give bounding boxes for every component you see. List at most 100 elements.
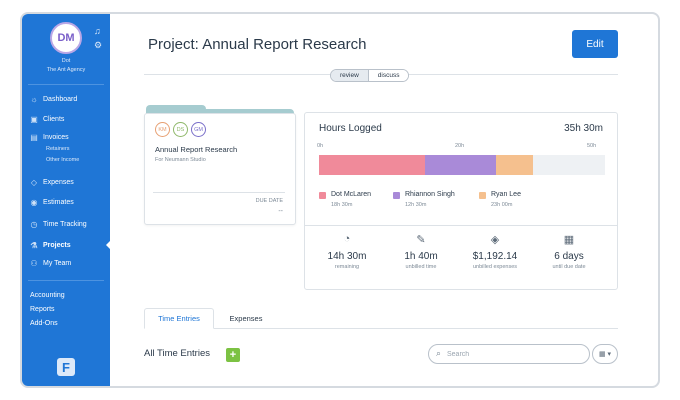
project-name: Annual Report Research [155,145,238,154]
hours-bar-segment [496,155,534,175]
user-org: The Ant Agency [46,67,86,73]
toggle-discuss[interactable]: discuss [367,70,409,81]
app-window: DM ♫ ⚙ Dot The Ant Agency ☼ Dashboard ▣ … [20,12,660,388]
search-box: ⌕ [428,344,590,364]
stat-value: 6 days [554,251,584,262]
team-avatar: KM [155,122,170,137]
tab-time-entries[interactable]: Time Entries [144,308,214,329]
sidebar-divider [28,280,104,281]
tabs-divider [144,328,618,329]
sidebar-item-label: Invoices [43,133,69,141]
hours-bar-track [319,155,605,175]
legend-swatch [479,192,486,199]
folder-tab [146,105,206,115]
stat-unbilled-expenses: ◈ $1,192.14 unbilled expenses [459,233,531,270]
sidebar-item-projects[interactable]: ⚗ Projects [28,238,108,252]
stat-unbilled-time: ✎ 1h 40m unbilled time [385,233,457,270]
section-title: All Time Entries [144,348,210,359]
team-icon: ⚇ [30,258,38,268]
legend-swatch [393,192,400,199]
clock-icon: ◷ [30,219,38,229]
stat-value: 1h 40m [404,251,438,262]
project-card[interactable]: KM DS GM Annual Report Research For Neum… [144,113,296,225]
calendar-icon: ▦ [563,234,575,246]
stat-value: 14h 30m [327,251,367,262]
tick-label: 0h [317,143,324,149]
sidebar-link-accounting[interactable]: Accounting [30,292,65,299]
sidebar-item-my-team[interactable]: ⚇ My Team [28,256,108,270]
legend-hours: 18h 30m [331,202,353,208]
legend-hours: 23h 00m [491,202,513,208]
flask-icon: ⚗ [30,240,38,250]
search-icon: ⌕ [436,348,442,358]
legend-name: Dot McLaren [331,191,372,198]
sidebar-item-time-tracking[interactable]: ◷ Time Tracking [28,217,108,231]
sidebar-item-label: Time Tracking [43,220,87,228]
sidebar-link-add-ons[interactable]: Add-Ons [30,320,58,327]
page-title: Project: Annual Report Research [148,36,367,53]
tab-expenses[interactable]: Expenses [229,314,263,323]
sidebar-item-label: Clients [43,115,65,123]
stopwatch-icon: ◔ [343,233,351,245]
freshbooks-logo: F [57,358,75,376]
sidebar-item-label: My Team [43,259,72,267]
active-indicator [106,241,110,249]
sidebar-item-clients[interactable]: ▣ Clients [28,112,108,126]
dashboard-icon: ☼ [30,94,38,104]
view-toggle: review discuss [330,69,410,82]
stat-due-date: ▦ 6 days until due date [533,233,605,270]
add-entry-button[interactable]: + [226,348,240,362]
hours-title: Hours Logged [319,123,382,134]
bell-icon[interactable]: ♫ [94,26,101,36]
legend-hours: 12h 30m [405,202,427,208]
stat-label: unbilled expenses [472,264,518,270]
sidebar-item-label: Estimates [43,198,74,206]
sidebar-item-label: Projects [43,241,71,249]
hours-bar-segment [319,155,425,175]
timesheet-icon: ✎ [416,234,426,246]
date-filter-button[interactable]: ▦ ▾ [592,344,618,364]
card-divider [153,192,285,193]
expenses-icon: ◇ [30,177,38,187]
hours-bar-segment [424,155,497,175]
avatar[interactable]: DM [50,22,82,54]
sidebar-link-reports[interactable]: Reports [30,306,55,313]
sidebar: DM ♫ ⚙ Dot The Ant Agency ☼ Dashboard ▣ … [22,14,110,386]
clients-icon: ▣ [30,114,38,124]
gear-icon[interactable]: ⚙ [94,40,103,50]
hours-logged-card: Hours Logged 35h 30m 0h 20h 50h Dot McLa… [304,112,618,290]
team-avatar: DS [173,122,188,137]
sidebar-subitem-other-income[interactable]: Other Income [46,157,80,163]
stat-label: remaining [334,264,360,270]
sidebar-subitem-retainers[interactable]: Retainers [46,146,70,152]
stat-label: unbilled time [405,264,437,270]
sidebar-item-label: Expenses [43,178,74,186]
folder-tab [200,109,294,115]
project-client: For Neumann Studio [155,157,206,163]
expense-icon: ◈ [490,234,500,246]
invoices-icon: ▤ [30,132,38,142]
stat-label: until due date [552,264,586,270]
search-input[interactable] [447,348,583,360]
legend-name: Rhiannon Singh [405,191,455,198]
tick-label: 50h [587,143,597,149]
stat-remaining: ◔ 14h 30m remaining [311,233,383,270]
hours-total: 35h 30m [564,123,603,134]
tick-label: 20h [455,143,465,149]
card-divider [305,225,617,226]
sidebar-divider [28,84,104,85]
sidebar-item-estimates[interactable]: ◉ Estimates [28,195,108,209]
stat-value: $1,192.14 [472,251,518,262]
sidebar-item-dashboard[interactable]: ☼ Dashboard [28,92,108,106]
due-date-label: DUE DATE [255,198,283,204]
edit-button[interactable]: Edit [572,30,618,58]
due-date-value: -- [278,208,283,215]
user-name: Dot [61,58,71,64]
legend-swatch [319,192,326,199]
sidebar-item-label: Dashboard [43,95,78,103]
legend-name: Ryan Lee [491,191,521,198]
toggle-review[interactable]: review [331,70,368,81]
sidebar-item-expenses[interactable]: ◇ Expenses [28,175,108,189]
sidebar-item-invoices[interactable]: ▤ Invoices [28,130,108,144]
team-avatar: GM [191,122,206,137]
